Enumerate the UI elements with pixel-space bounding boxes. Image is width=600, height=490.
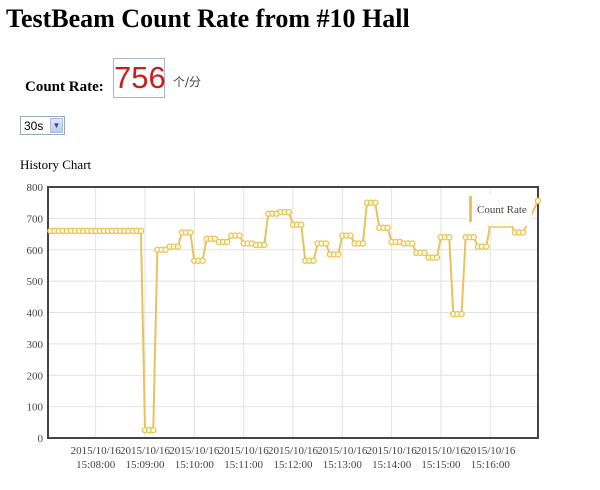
x-tick-date: 2015/10/16 [317,445,368,457]
x-tick-date: 2015/10/16 [465,445,516,457]
x-tick-date: 2015/10/16 [367,445,418,457]
data-point [433,254,441,261]
data-point [322,240,330,247]
legend-label: Count Rate [477,204,527,216]
plot-border [47,186,539,439]
x-tick-time: 15:11:00 [224,459,263,471]
data-point [162,246,169,253]
data-point [149,426,157,434]
data-point [211,235,219,243]
legend-box [466,194,532,226]
data-point [310,257,317,264]
y-tick-label: 0 [38,433,44,445]
data-point [285,208,293,216]
interval-select-value: 30s [24,119,44,133]
data-point [445,233,453,241]
data-point [174,243,182,250]
history-chart-label: History Chart [20,157,92,172]
x-tick-time: 15:13:00 [323,459,363,471]
data-point [137,227,145,235]
x-tick-time: 15:14:00 [372,459,412,471]
x-tick-time: 15:16:00 [471,459,511,471]
count-rate-unit: 个/分 [173,75,202,89]
data-point [421,249,428,257]
data-point [359,240,367,247]
data-point [199,257,206,264]
x-tick-time: 15:10:00 [175,459,215,471]
count-rate-value: 756 [113,58,166,98]
data-point [534,197,542,205]
data-point [334,251,342,258]
data-point [260,241,268,249]
y-tick-label: 400 [27,308,44,320]
data-point [347,232,354,239]
x-tick-date: 2015/10/16 [416,445,467,457]
y-tick-label: 800 [27,182,44,194]
x-tick-date: 2015/10/16 [169,445,220,457]
count-rate-label: Count Rate: [25,79,104,95]
data-point [297,221,305,228]
data-point [223,238,231,246]
data-point [482,243,490,250]
x-tick-date: 2015/10/16 [268,445,319,457]
chevron-down-icon[interactable]: ▼ [50,118,63,133]
x-tick-date: 2015/10/16 [120,445,171,457]
x-tick-time: 15:09:00 [125,459,165,471]
x-tick-time: 15:12:00 [273,459,313,471]
data-point [371,199,379,206]
interval-select[interactable]: 30s ▼ [20,116,65,135]
x-tick-time: 15:15:00 [421,459,461,471]
y-tick-label: 100 [27,402,44,414]
y-tick-label: 200 [27,370,44,382]
legend-swatch [469,196,472,222]
data-point [186,229,194,236]
data-point [236,232,243,239]
y-tick-label: 700 [27,213,44,225]
page-title: TestBeam Count Rate from #10 Hall [6,4,410,33]
x-tick-date: 2015/10/16 [71,445,122,457]
data-point [519,229,527,236]
y-tick-label: 300 [27,339,44,351]
data-point [458,310,465,318]
y-tick-label: 500 [27,276,44,288]
y-tick-label: 600 [27,245,44,257]
x-tick-time: 15:08:00 [76,459,116,471]
data-point [384,224,391,232]
data-point [408,240,416,247]
data-point [470,233,478,241]
x-tick-date: 2015/10/16 [219,445,270,457]
